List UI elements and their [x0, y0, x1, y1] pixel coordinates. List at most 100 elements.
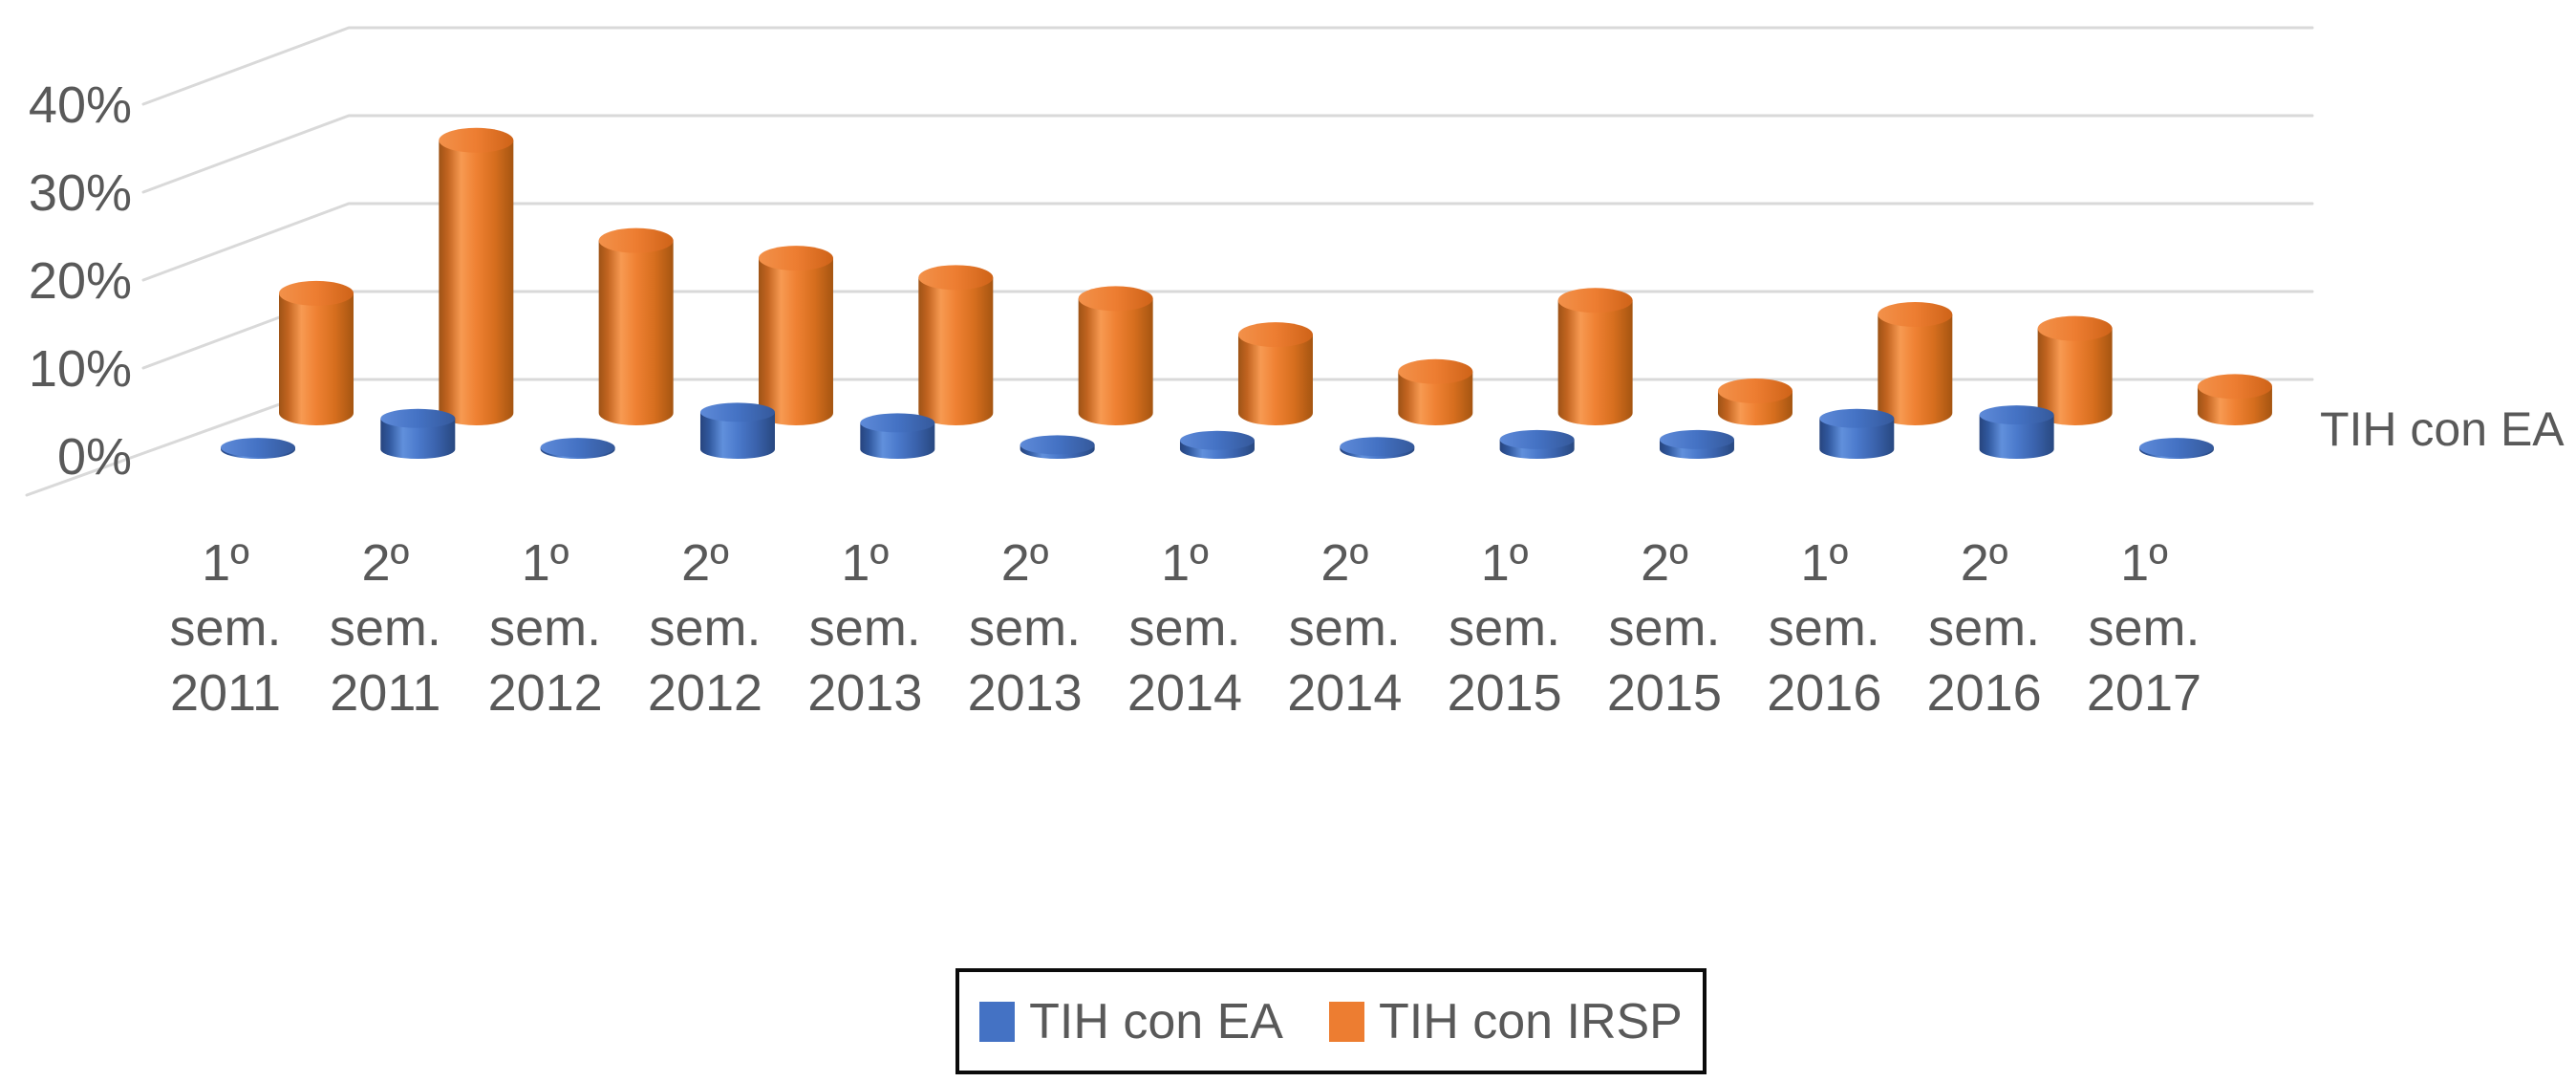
- bar-cylinder-tih-con-ea-body: [699, 412, 775, 459]
- ytick-label: 40%: [29, 76, 132, 134]
- bar-cylinder-tih-con-irsp-body: [1878, 314, 1953, 425]
- bar-cylinder-tih-con-ea-cap: [2138, 438, 2214, 458]
- bar-cylinder-tih-con-irsp-cap: [1398, 358, 1473, 384]
- xtick-label: 2º: [1001, 534, 1049, 592]
- legend-item-tih-con-ea: TIH con EA: [979, 997, 1283, 1047]
- bar-cylinder-tih-con-ea-cap: [1979, 405, 2054, 425]
- bar-cylinder-tih-con-irsp-cap: [1878, 301, 1953, 327]
- xtick-label: 2011: [330, 664, 440, 722]
- xtick-label: 2º: [1961, 534, 2008, 592]
- bar-cylinder-tih-con-ea-cap: [1819, 408, 1895, 428]
- xtick-label: 2014: [1287, 664, 1402, 722]
- xtick-label: 2011: [170, 664, 281, 722]
- xtick-label: sem.: [169, 599, 281, 657]
- bar-cylinder-tih-con-irsp-body: [1237, 335, 1313, 425]
- xtick-label: sem.: [809, 599, 921, 657]
- xtick-label: sem.: [1128, 599, 1240, 657]
- xtick-label: sem.: [649, 599, 761, 657]
- legend: TIH con EA TIH con IRSP: [955, 968, 1707, 1074]
- xtick-label: sem.: [1289, 599, 1401, 657]
- bar-cylinder-tih-con-ea-body: [380, 418, 456, 459]
- xtick-label: sem.: [2088, 599, 2200, 657]
- bar-cylinder-tih-con-ea-cap: [380, 408, 456, 428]
- bar-cylinder-tih-con-irsp-cap: [2037, 315, 2113, 341]
- bar-cylinder-tih-con-irsp-body: [2037, 328, 2113, 425]
- bar-cylinder-tih-con-irsp-cap: [918, 265, 994, 291]
- legend-label: TIH con EA: [1029, 993, 1283, 1050]
- gridline: [141, 114, 2314, 194]
- ytick-label: 0%: [57, 428, 132, 486]
- xtick-label: 2015: [1607, 664, 1722, 722]
- bar-cylinder-tih-con-ea-cap: [221, 438, 295, 458]
- bar-cylinder-tih-con-ea-cap: [1340, 437, 1415, 457]
- xtick-label: 2015: [1448, 664, 1562, 722]
- xtick-label: sem.: [330, 599, 441, 657]
- series-row-tih-con-irsp: [279, 127, 2272, 426]
- bar-cylinder-tih-con-irsp-body: [1078, 298, 1153, 425]
- bar-cylinder-tih-con-irsp-cap: [1717, 379, 1792, 403]
- bar-cylinder-tih-con-irsp-body: [918, 277, 994, 425]
- gridline: [141, 202, 2314, 282]
- legend-swatch-orange-icon: [1329, 1001, 1364, 1042]
- gridline: [25, 378, 2314, 497]
- value-axis-labels: 40% 30% 20% 10% 0%: [29, 76, 132, 486]
- bar-cylinder-tih-con-ea-body: [1819, 418, 1895, 459]
- series-row-tih-con-ea: [221, 402, 2214, 459]
- legend-label: TIH con IRSP: [1379, 993, 1683, 1050]
- bar-cylinder-tih-con-ea-cap: [699, 402, 775, 422]
- xtick-label: sem.: [1608, 599, 1720, 657]
- xtick-label: 1º: [1481, 534, 1529, 592]
- bar-cylinder-tih-con-ea-cap: [1499, 429, 1575, 449]
- xtick-label: 2016: [1767, 664, 1881, 722]
- gridline: [141, 26, 2314, 106]
- legend-item-tih-con-irsp: TIH con IRSP: [1329, 997, 1683, 1047]
- ytick-label: 20%: [29, 252, 132, 310]
- bar-cylinder-tih-con-irsp-cap: [2197, 374, 2272, 400]
- xtick-label: 1º: [2120, 534, 2168, 592]
- xtick-label: 1º: [202, 534, 249, 592]
- bar-cylinder-tih-con-irsp-body: [439, 140, 514, 426]
- xtick-label: sem.: [1449, 599, 1560, 657]
- xtick-label: 2012: [648, 664, 762, 722]
- xtick-label: sem.: [489, 599, 601, 657]
- xtick-label: sem.: [969, 599, 1081, 657]
- bar-cylinder-tih-con-irsp-cap: [758, 246, 833, 271]
- gridlines: [25, 26, 2314, 497]
- xtick-label: 1º: [1161, 534, 1209, 592]
- xtick-label: 2º: [1320, 534, 1368, 592]
- xtick-label: sem.: [1928, 599, 2040, 657]
- xtick-label: 2013: [807, 664, 922, 722]
- xtick-label: 2º: [681, 534, 729, 592]
- bar-cylinder-tih-con-ea-cap: [1659, 429, 1734, 449]
- bar-cylinder-tih-con-ea-body: [1979, 415, 2054, 459]
- bar-cylinder-tih-con-ea-cap: [540, 438, 615, 458]
- xtick-label: 2º: [361, 534, 409, 592]
- xtick-label: 2017: [2087, 664, 2201, 722]
- bar-cylinder-tih-con-irsp-body: [279, 292, 354, 425]
- bar-cylinder-tih-con-irsp-cap: [279, 280, 354, 306]
- xtick-label: 2º: [1641, 534, 1688, 592]
- bar-cylinder-tih-con-irsp-body: [758, 258, 833, 425]
- bar-cylinder-tih-con-ea-body: [860, 422, 935, 459]
- bar-cylinder-tih-con-irsp-body: [598, 240, 674, 425]
- bar-cylinder-tih-con-irsp-cap: [1078, 286, 1153, 312]
- bar-cylinder-tih-con-irsp-body: [1398, 371, 1473, 425]
- bar-cylinder-tih-con-ea-cap: [1179, 430, 1255, 450]
- xtick-label: 1º: [841, 534, 889, 592]
- bar-cylinder-tih-con-irsp-body: [1557, 300, 1633, 425]
- bar-cylinder-tih-con-irsp-cap: [598, 227, 674, 253]
- ytick-label: 10%: [29, 340, 132, 398]
- xtick-label: 2012: [488, 664, 603, 722]
- xtick-label: 2016: [1927, 664, 2042, 722]
- bar-cylinder-tih-con-ea-cap: [860, 413, 935, 433]
- legend-swatch-blue-icon: [979, 1001, 1016, 1042]
- bar-cylinder-tih-con-irsp-cap: [1557, 288, 1633, 314]
- bar-cylinder-tih-con-irsp-cap: [439, 127, 514, 153]
- ytick-label: 30%: [29, 164, 132, 222]
- xtick-label: 2014: [1127, 664, 1242, 722]
- xtick-label: 2013: [968, 664, 1083, 722]
- bar-cylinder-tih-con-irsp-cap: [1237, 322, 1313, 348]
- xtick-label: sem.: [1769, 599, 1880, 657]
- depth-axis-label: TIH con EA: [2320, 402, 2565, 456]
